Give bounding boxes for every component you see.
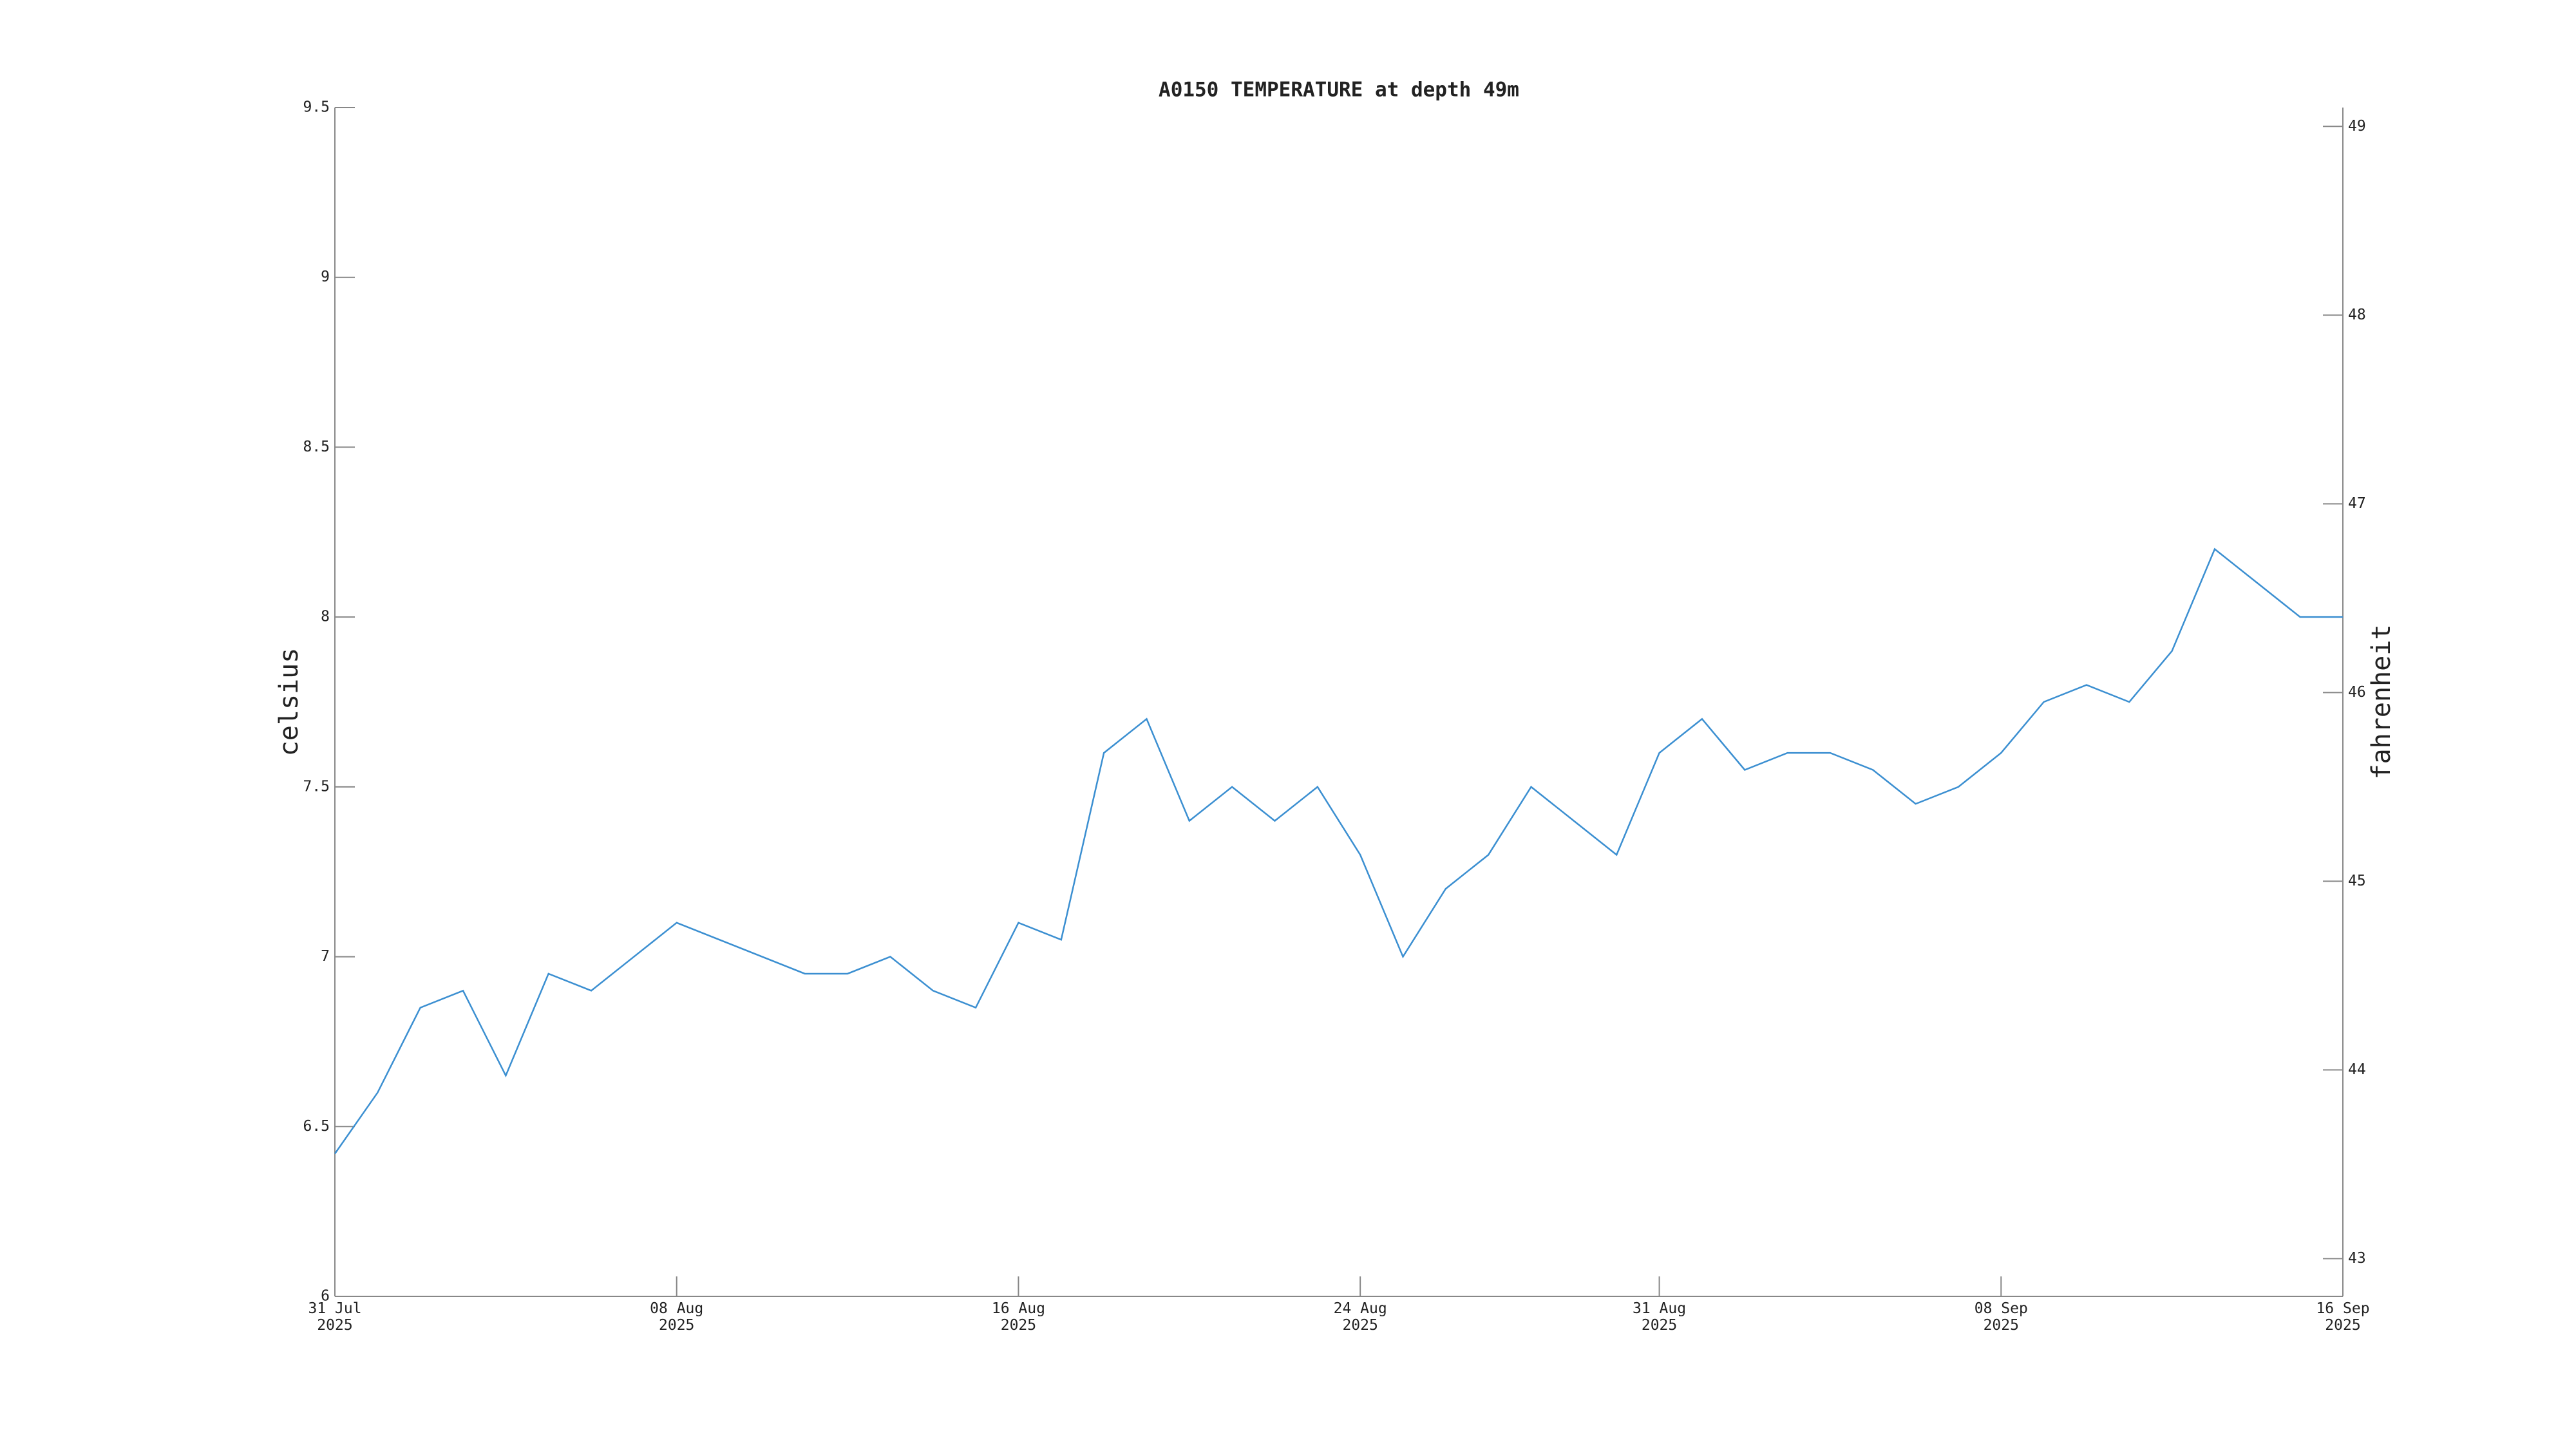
x-tick-label: 31 Aug 2025 — [1633, 1300, 1687, 1334]
x-tick-label: 08 Aug 2025 — [650, 1300, 704, 1334]
x-tick-label: 16 Aug 2025 — [991, 1300, 1045, 1334]
y-tick-label: 8.5 — [303, 439, 330, 455]
y-tick-label: 6 — [321, 1288, 330, 1305]
y-tick-label: 6.5 — [303, 1118, 330, 1135]
y2-axis-label: fahrenheit — [2367, 625, 2396, 780]
temperature-line — [334, 547, 2343, 1155]
y2-tick-label: 46 — [2348, 684, 2366, 701]
y-tick-label: 9.5 — [303, 99, 330, 116]
y-tick-label: 7 — [321, 948, 330, 965]
x-tick-label: 31 Jul 2025 — [308, 1300, 362, 1334]
x-tick-label: 08 Sep 2025 — [1974, 1300, 2028, 1334]
y-axis-label: celsius — [274, 648, 304, 757]
y2-tick-label: 44 — [2348, 1061, 2366, 1078]
chart-title: A0150 TEMPERATURE at depth 49m — [1159, 79, 1519, 102]
y2-tick-label: 48 — [2348, 307, 2366, 323]
y2-tick-label: 45 — [2348, 873, 2366, 889]
y-tick-label: 9 — [321, 269, 330, 285]
y2-tick-label: 49 — [2348, 118, 2366, 135]
x-tick-label: 16 Sep 2025 — [2316, 1300, 2370, 1334]
y2-tick-label: 47 — [2348, 495, 2366, 512]
y-tick-label: 7.5 — [303, 778, 330, 795]
x-tick-label: 24 Aug 2025 — [1333, 1300, 1387, 1334]
y-tick-label: 8 — [321, 609, 330, 625]
y2-tick-label: 43 — [2348, 1250, 2366, 1267]
